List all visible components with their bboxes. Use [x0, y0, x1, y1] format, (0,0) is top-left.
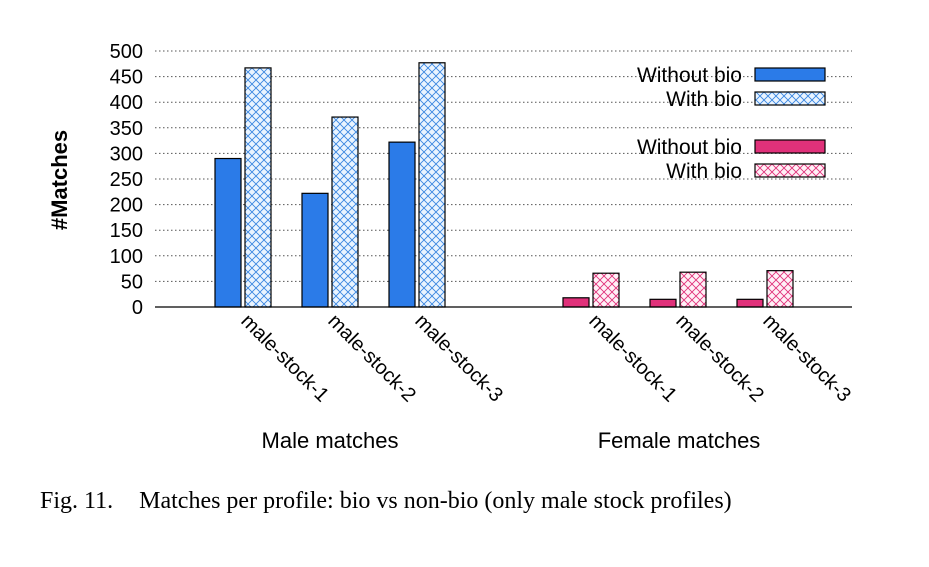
y-tick-label: 350 [110, 118, 143, 140]
bar-female-male-stock-3-without-bio [736, 298, 764, 308]
x-tick-label: male-stock-2 [671, 310, 768, 407]
legend-label: Without bio [637, 136, 742, 159]
legend-swatch [754, 139, 826, 154]
legend-label: Without bio [637, 64, 742, 87]
bar-female-male-stock-1-with-bio [592, 272, 620, 308]
bar-male-male-stock-1-with-bio [244, 67, 272, 308]
group-label: Female matches [598, 428, 761, 453]
legend-label: With bio [666, 160, 742, 183]
y-tick-label: 200 [110, 195, 143, 217]
bar-male-male-stock-2-without-bio [301, 192, 329, 308]
y-tick-label: 400 [110, 92, 143, 114]
figure-caption: Fig. 11. Matches per profile: bio vs non-… [40, 488, 920, 515]
caption-text: Matches per profile: bio vs non-bio (onl… [139, 488, 732, 514]
group-label: Male matches [262, 428, 399, 453]
bar-chart: 0 50 100 150 200 250 300 350 400 450 500 #Matches ma… [47, 41, 855, 453]
bar-male-male-stock-2-with-bio [331, 116, 359, 308]
x-tick-label: male-stock-1 [236, 310, 333, 407]
caption-label: Fig. 11. [40, 488, 114, 514]
bar-female-male-stock-3-with-bio [766, 270, 794, 308]
x-tick-label: male-stock-1 [584, 310, 681, 407]
y-tick-label: 250 [110, 169, 143, 191]
bar-male-male-stock-1-without-bio [214, 157, 242, 308]
x-tick-label: male-stock-3 [758, 310, 855, 407]
bar-female-male-stock-2-with-bio [679, 271, 707, 308]
y-tick-label: 300 [110, 143, 143, 165]
y-tick-label: 150 [110, 220, 143, 242]
bar-male-male-stock-3-with-bio [418, 62, 446, 308]
y-tick-label: 450 [110, 67, 143, 89]
bar-male-male-stock-3-without-bio [388, 141, 416, 308]
y-tick-label: 500 [110, 41, 143, 63]
x-tick-label: male-stock-3 [410, 310, 507, 407]
y-tick-label: 50 [121, 271, 143, 293]
y-axis-label: #Matches [47, 130, 72, 230]
legend-label: With bio [666, 88, 742, 111]
legend-swatch [754, 91, 826, 106]
x-tick-label: male-stock-2 [323, 310, 420, 407]
y-tick-label: 0 [132, 297, 143, 319]
bar-female-male-stock-2-without-bio [649, 298, 677, 308]
legend-swatch [754, 163, 826, 178]
y-tick-label: 100 [110, 246, 143, 268]
bar-female-male-stock-1-without-bio [562, 297, 590, 308]
legend-swatch [754, 67, 826, 82]
